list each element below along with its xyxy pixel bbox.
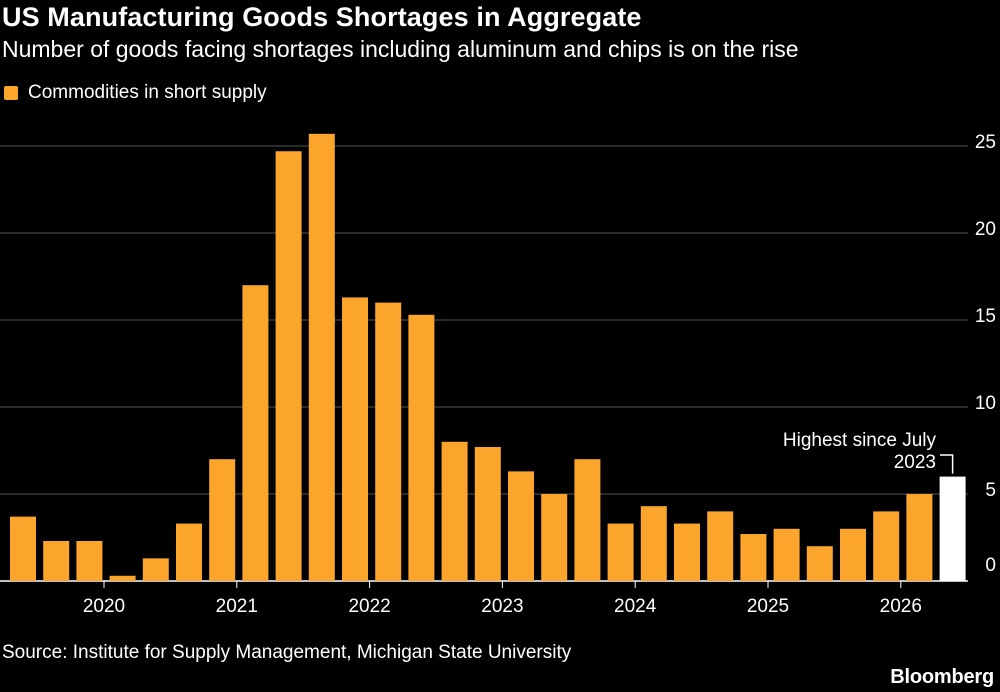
bar [441,441,468,581]
x-tick-label: 2022 [348,596,390,617]
x-tick-label: 2023 [481,596,523,617]
bar [275,151,302,581]
annotation-leader [940,454,954,474]
bar [707,511,734,581]
bar [806,546,833,581]
bar [674,523,700,581]
bar [308,133,335,581]
x-tick-label: 2020 [83,596,125,617]
chart-title: US Manufacturing Goods Shortages in Aggr… [2,2,642,32]
bar [906,494,933,581]
x-axis-ticks: 2020 2021 2022 2023 2024 2025 2026 [83,581,922,617]
bar [840,528,866,581]
bar [773,528,800,581]
y-tick-label: 10 [975,393,996,414]
bar [408,314,435,581]
bar [342,297,368,581]
x-tick-label: 2021 [216,596,258,617]
bar [209,459,236,581]
y-tick-label: 5 [985,480,996,501]
x-tick-label: 2025 [747,596,789,617]
x-tick-label: 2026 [880,596,922,617]
bar [43,540,70,581]
y-tick-label: 0 [985,555,996,576]
legend-label: Commodities in short supply [28,82,267,103]
brand-logo: Bloomberg [890,666,994,688]
bar [873,511,900,581]
bar [10,516,36,581]
bar [607,523,634,581]
bar [740,534,767,581]
bar [640,506,667,581]
source-note: Source: Institute for Supply Management,… [2,642,572,663]
y-axis-ticks: 0 5 10 15 20 25 [975,132,996,576]
bar [474,447,501,581]
bar [142,558,169,581]
chart-subtitle: Number of goods facing shortages includi… [2,36,799,62]
bar [109,575,136,581]
y-tick-label: 15 [975,306,996,327]
y-tick-label: 20 [975,219,996,240]
legend-swatch [4,86,18,100]
annotation-line2: 2023 [894,452,936,473]
bar [574,459,601,581]
bar [375,302,402,581]
x-tick-label: 2024 [614,596,657,617]
bar [76,540,103,581]
legend: Commodities in short supply [2,82,267,104]
bar [541,494,568,581]
annotation-line1: Highest since July [783,430,937,451]
y-tick-label: 25 [975,132,996,153]
bar-highlight [939,476,966,581]
bar [508,471,534,581]
bar [176,523,202,581]
bar [242,285,269,581]
bars [10,133,966,581]
